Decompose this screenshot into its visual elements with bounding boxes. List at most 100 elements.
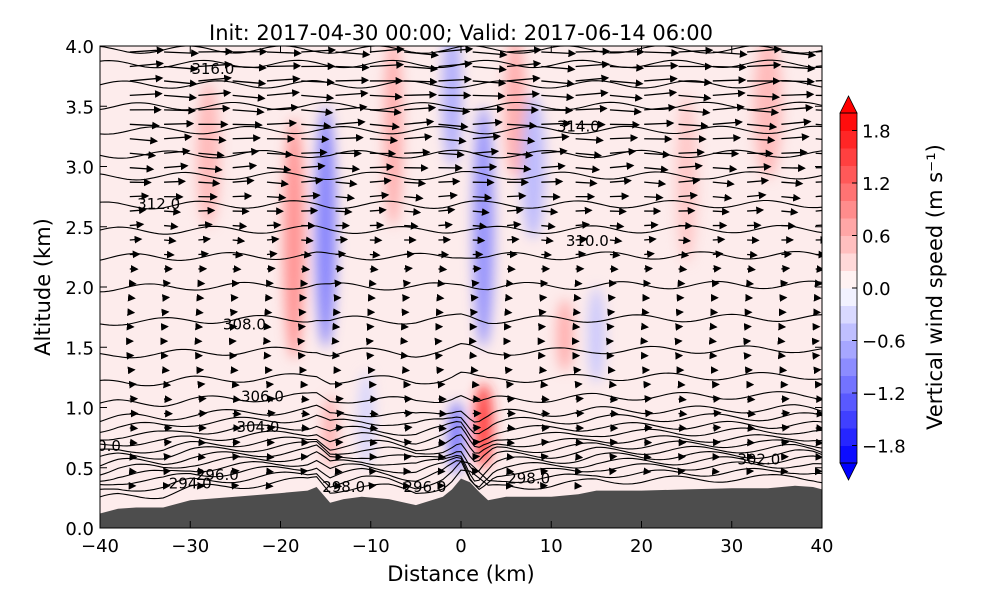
y-tick-label: 3.5 [65, 97, 94, 118]
wind-arrow [473, 442, 480, 443]
wind-arrow [438, 442, 445, 443]
wind-arrow [644, 225, 657, 226]
chart-title: Init: 2017-04-30 00:00; Valid: 2017-06-1… [209, 21, 713, 45]
wind-arrow [164, 399, 171, 400]
wind-arrow [713, 413, 721, 414]
colorbar-bin [840, 201, 857, 219]
wind-arrow [336, 413, 344, 414]
w-feature [588, 287, 604, 383]
wind-arrow [130, 457, 136, 458]
contour-label: 302.0 [737, 450, 780, 468]
colorbar-bin [840, 236, 857, 254]
x-tick-label: 20 [630, 536, 653, 557]
wind-arrow [164, 110, 195, 111]
x-tick-label: 40 [811, 536, 834, 557]
wind-arrow [473, 456, 479, 457]
contour-label: 296.0 [403, 478, 446, 496]
wind-arrow [713, 66, 746, 67]
wind-arrow [610, 254, 619, 255]
colorbar-bin [840, 446, 857, 464]
wind-arrow [301, 269, 309, 270]
wind-arrow [198, 457, 204, 458]
contour-label: 308.0 [223, 315, 266, 333]
wind-arrow [679, 399, 686, 400]
colorbar-bin [840, 113, 857, 131]
wind-arrow [336, 211, 352, 212]
plot-area: 316.0314.0312.0310.0308.0306.0304.00.030… [97, 22, 849, 528]
wind-arrow [301, 211, 317, 212]
wind-arrow [404, 95, 436, 96]
colorbar-tick-label: −0.6 [862, 332, 906, 353]
w-feature [557, 299, 573, 371]
wind-arrow [233, 138, 260, 139]
wind-arrow [781, 283, 787, 284]
wind-arrow [130, 442, 137, 443]
wind-arrow [644, 66, 677, 67]
wind-arrow [164, 442, 171, 443]
contour-label: 306.0 [241, 388, 284, 406]
contour-label: 298.0 [507, 470, 550, 488]
wind-arrow [164, 456, 170, 457]
wind-arrow [336, 427, 343, 428]
wind-arrow [747, 254, 756, 255]
wind-arrow [233, 385, 239, 386]
wind-arrow [404, 442, 411, 443]
wind-arrow [370, 254, 379, 255]
wind-arrow [713, 399, 720, 400]
wind-arrow [404, 283, 410, 284]
wind-arrow [541, 385, 547, 386]
wind-arrow [130, 239, 141, 240]
wind-arrow [781, 81, 813, 82]
colorbar-tick-label: −1.2 [862, 384, 906, 405]
x-tick-label: −10 [352, 536, 390, 557]
wind-arrow [336, 399, 343, 400]
wind-arrow [198, 384, 204, 385]
wind-arrow [336, 239, 347, 240]
wind-arrow [233, 254, 242, 255]
wind-arrow [473, 427, 480, 428]
x-tick-label: 30 [720, 536, 743, 557]
x-tick-label: −30 [171, 536, 209, 557]
wind-arrow [301, 414, 309, 415]
y-axis-label: Altitude (km) [31, 218, 55, 356]
colorbar-bin [840, 358, 857, 376]
wind-arrow [644, 413, 652, 414]
wind-arrow [610, 196, 628, 197]
wind-arrow [301, 240, 312, 241]
wind-arrow [233, 124, 262, 125]
wind-arrow [816, 283, 822, 284]
wind-arrow [404, 413, 412, 414]
wind-arrow [370, 167, 393, 168]
y-tick-label: 1.0 [65, 399, 94, 420]
contour-label: 314.0 [557, 118, 600, 136]
wind-arrow [781, 254, 790, 255]
wind-arrow [713, 254, 722, 255]
wind-arrow [438, 283, 444, 284]
wind-arrow [644, 398, 651, 399]
wind-arrow [130, 384, 136, 385]
wind-arrow [370, 428, 377, 429]
wind-arrow [370, 414, 378, 415]
wind-arrow [507, 384, 513, 385]
wind-arrow [336, 268, 344, 269]
wind-arrow [233, 196, 251, 197]
wind-arrow [610, 399, 617, 400]
colorbar-extend-max [840, 96, 857, 113]
wind-arrow [507, 239, 518, 240]
colorbar-bin [840, 393, 857, 411]
wind-arrow [198, 52, 232, 53]
wind-arrow [576, 398, 583, 399]
wind-arrow [164, 385, 170, 386]
wind-arrow [267, 254, 276, 255]
wind-arrow [404, 226, 417, 227]
colorbar-tick-label: 0.6 [862, 227, 891, 248]
wind-arrow [267, 268, 275, 269]
wind-arrow [473, 95, 505, 96]
colorbar-bin [840, 411, 857, 429]
y-tick-label: 0.0 [65, 519, 94, 540]
colorbar-tick-label: −1.8 [862, 437, 906, 458]
x-tick-label: −20 [262, 536, 300, 557]
y-tick-label: 3.0 [65, 158, 94, 179]
colorbar-bin [840, 166, 857, 184]
